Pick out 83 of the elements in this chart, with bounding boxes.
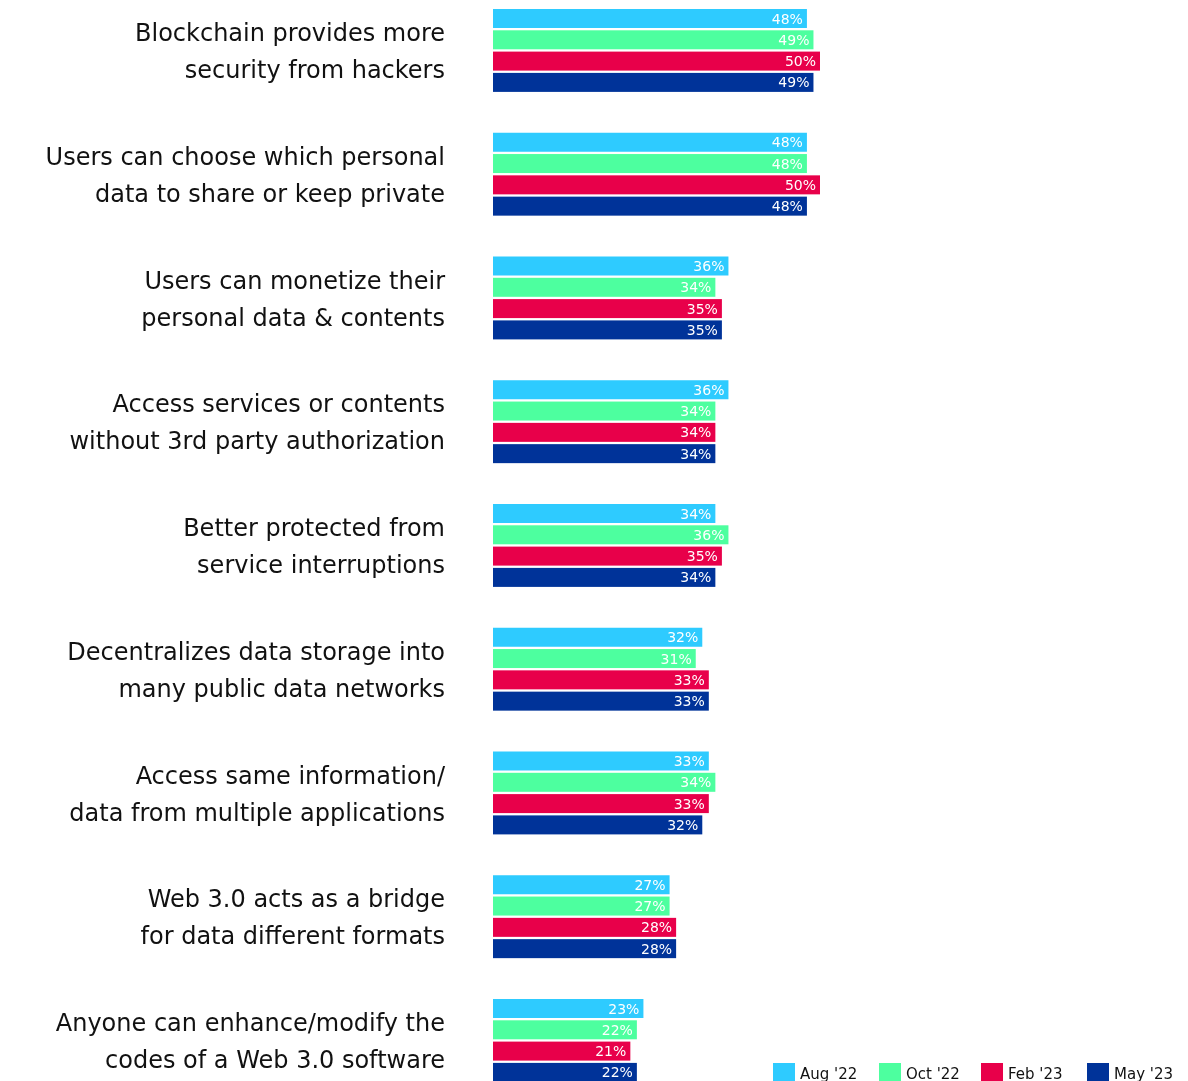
data-label: 34% (680, 279, 712, 296)
bar (493, 154, 807, 174)
data-label: 22% (601, 1064, 633, 1081)
bar (493, 567, 716, 587)
bar (493, 444, 716, 464)
bar (493, 299, 722, 319)
bar (493, 1020, 637, 1040)
data-label: 35% (686, 548, 718, 565)
bar (493, 30, 814, 50)
data-label: 28% (640, 919, 673, 936)
data-label: 34% (680, 569, 712, 586)
y-tick-label: Anyone can enhance/modify the codes of a Web 3.0 software (55, 1009, 445, 1075)
y-tick-label: Blockchain provides more security from hackers (135, 19, 445, 85)
legend-label: Oct '22 (906, 1065, 960, 1081)
data-label: 28% (640, 940, 673, 957)
bar (493, 320, 722, 340)
y-tick-label: Access services or contents without 3rd party authorization (69, 390, 445, 456)
bar (493, 939, 677, 959)
data-label: 36% (693, 258, 725, 274)
data-label: 21% (595, 1043, 627, 1060)
bar (493, 504, 716, 523)
data-label: 33% (673, 795, 705, 812)
bar (493, 1041, 631, 1061)
data-label: 33% (673, 753, 705, 769)
data-label: 35% (686, 300, 718, 317)
data-label: 23% (608, 1000, 640, 1017)
bar (493, 132, 807, 152)
data-label: 34% (680, 505, 712, 522)
data-label: 33% (673, 671, 705, 688)
bar (493, 751, 709, 771)
y-tick-label: Access same information/ data from multiple applications (69, 761, 446, 827)
data-label: 33% (673, 693, 705, 710)
bar (493, 691, 709, 711)
data-label: 34% (680, 403, 712, 420)
data-label: 27% (634, 898, 666, 915)
bar (493, 815, 703, 835)
bar (493, 422, 716, 442)
data-label: 32% (667, 816, 699, 833)
data-label: 34% (680, 445, 712, 462)
bar (493, 175, 820, 195)
data-label: 36% (693, 526, 725, 543)
y-tick-label: Users can monetize their personal data & contents (141, 266, 446, 332)
bar (493, 649, 696, 669)
bar (493, 9, 807, 28)
y-tick-label: Users can choose which personal data to share or keep private (45, 142, 445, 208)
data-label: 35% (686, 321, 718, 338)
bar (493, 196, 807, 216)
data-label: 49% (778, 31, 810, 48)
data-label: 31% (660, 650, 692, 667)
bar (493, 256, 729, 276)
legend-label: Feb '23 (1008, 1065, 1063, 1081)
bar (493, 401, 716, 421)
data-label: 34% (680, 774, 712, 791)
data-label: 34% (680, 424, 712, 441)
bar (493, 794, 709, 814)
data-label: 50% (784, 53, 816, 70)
bar (493, 875, 670, 895)
bar (493, 51, 820, 71)
data-label: 50% (784, 176, 816, 193)
bar (493, 627, 703, 647)
data-label: 48% (771, 134, 803, 151)
bar (493, 670, 709, 690)
y-tick-label: Better protected from service interruptions (183, 514, 445, 580)
data-label: 48% (771, 155, 803, 172)
y-tick-label: Decentralizes data storage into many public data networks (67, 637, 445, 703)
data-label: 32% (667, 629, 699, 646)
bar (493, 1062, 637, 1081)
bar (493, 380, 729, 400)
bar (493, 277, 716, 297)
data-label: 48% (771, 198, 803, 215)
data-label: 48% (771, 10, 803, 27)
bar (493, 546, 722, 566)
bar (493, 917, 677, 937)
bar (493, 999, 644, 1018)
bar (493, 772, 716, 792)
data-label: 36% (693, 381, 725, 398)
bar (493, 525, 729, 545)
y-tick-label: Web 3.0 acts as a bridge for data different formats (140, 885, 445, 951)
data-label: 27% (634, 876, 666, 893)
data-label: 22% (601, 1021, 633, 1038)
bar (493, 896, 670, 916)
data-label: 49% (778, 74, 810, 91)
bar (493, 72, 814, 92)
